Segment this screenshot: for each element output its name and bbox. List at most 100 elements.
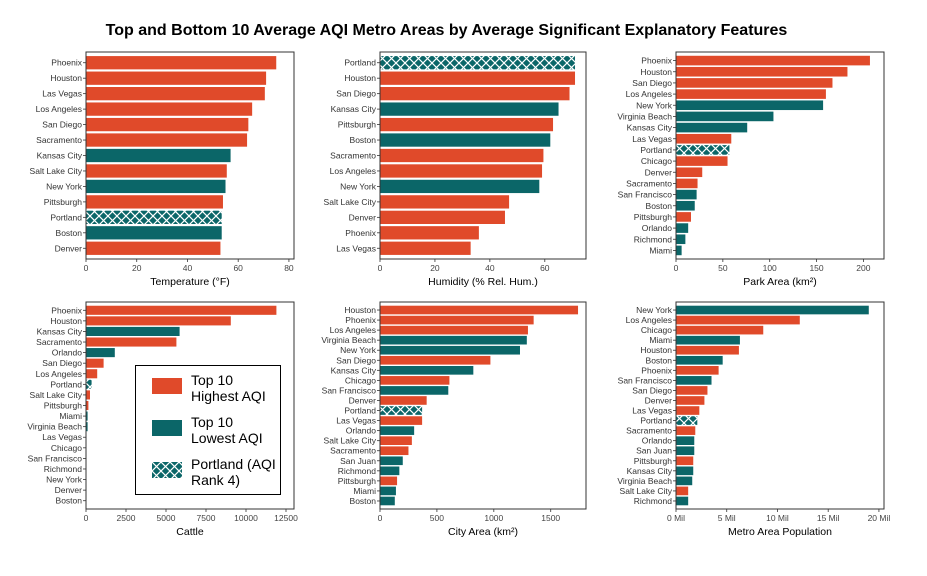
category-label: Las Vegas [632, 406, 672, 416]
x-tick-label: 5 Mil [718, 513, 736, 523]
bar-new-york [86, 179, 226, 194]
bar-salt-lake-city [380, 436, 412, 445]
category-label: San Juan [340, 456, 376, 466]
legend-swatch-highest [152, 378, 182, 394]
bar-orlando [380, 426, 415, 435]
bar-salt-lake-city [86, 390, 90, 400]
bar-chicago [676, 325, 764, 335]
bar-boston [380, 133, 551, 147]
category-label: Miami [649, 335, 672, 345]
category-label: Pittsburgh [44, 401, 83, 411]
bar-new-york [380, 345, 520, 355]
category-label: Phoenix [345, 315, 376, 325]
category-label: Salt Lake City [30, 166, 83, 176]
bar-san-juan [676, 446, 695, 456]
x-tick-label: 2500 [117, 513, 136, 523]
category-label: Portland [344, 58, 376, 68]
bar-sacramento [380, 446, 409, 456]
bar-phoenix [380, 226, 479, 240]
bar-orlando [86, 348, 115, 358]
bar-denver [676, 167, 703, 178]
bar-pittsburgh [676, 456, 694, 466]
x-axis-label: Metro Area Population [728, 526, 832, 538]
x-tick-label: 10 Mil [766, 513, 789, 523]
category-label: Phoenix [641, 365, 672, 375]
category-label: Houston [640, 345, 672, 355]
category-label: Denver [349, 395, 377, 405]
category-label: San Diego [632, 78, 672, 88]
bar-los-angeles [86, 102, 253, 116]
panel-frame [85, 51, 295, 260]
bar-miami [86, 411, 88, 421]
category-label: New York [636, 305, 673, 315]
x-tick-label: 40 [183, 263, 193, 273]
bar-new-york [380, 179, 540, 194]
chart-title: Top and Bottom 10 Average AQI Metro Area… [105, 22, 788, 39]
category-label: Las Vegas [42, 432, 82, 442]
bar-portland [86, 210, 222, 224]
x-tick-label: 0 [674, 263, 679, 273]
bar-richmond [676, 496, 689, 506]
x-tick-label: 5000 [157, 513, 176, 523]
category-label: New York [340, 181, 377, 191]
category-label: Boston [350, 135, 377, 145]
category-label: Portland [640, 416, 672, 426]
category-label: Las Vegas [42, 89, 82, 99]
category-label: Las Vegas [632, 134, 672, 144]
x-tick-label: 15 Mil [817, 513, 840, 523]
x-tick-label: 150 [809, 263, 823, 273]
bar-san-francisco [380, 386, 449, 395]
bar-denver [380, 396, 427, 405]
category-label: San Francisco [28, 453, 83, 463]
category-label: Chicago [641, 325, 672, 335]
category-label: Phoenix [345, 228, 376, 238]
bar-portland [380, 56, 576, 70]
x-tick-label: 100 [763, 263, 777, 273]
category-label: Denver [55, 485, 83, 495]
category-label: Portland [50, 212, 82, 222]
bar-phoenix [676, 366, 719, 375]
category-label: Richmond [338, 466, 377, 476]
category-label: Phoenix [51, 305, 82, 315]
category-label: Kansas City [331, 365, 377, 375]
bar-denver [380, 210, 505, 224]
category-label: Houston [50, 316, 82, 326]
panel-frame [675, 301, 885, 510]
bar-phoenix [86, 305, 277, 315]
panel-1: Portland Houston San Diego Kansas City Pitts… [324, 51, 587, 288]
category-label: Sacramento [626, 178, 672, 188]
category-label: Pittsburgh [634, 212, 673, 222]
x-tick-label: 1500 [541, 513, 560, 523]
category-label: Virginia Beach [321, 335, 376, 345]
category-label: New York [46, 181, 83, 191]
bar-sacramento [86, 133, 248, 147]
bar-orlando [676, 436, 695, 445]
bar-los-angeles [676, 315, 800, 325]
bar-new-york [676, 305, 869, 315]
x-tick-label: 60 [233, 263, 243, 273]
category-label: Orlando [52, 348, 83, 358]
category-label: Sacramento [36, 135, 82, 145]
category-label: Las Vegas [336, 416, 376, 426]
bar-pittsburgh [676, 212, 691, 222]
bar-kansas-city [380, 102, 559, 116]
category-label: Miami [353, 486, 376, 496]
bar-houston [86, 316, 231, 326]
bar-pittsburgh [380, 117, 554, 132]
bar-phoenix [380, 315, 534, 325]
category-label: Chicago [641, 156, 672, 166]
category-label: Salt Lake City [324, 197, 377, 207]
bar-sacramento [380, 148, 544, 163]
bar-houston [676, 345, 739, 355]
category-label: Salt Lake City [324, 436, 377, 446]
panel-frame [379, 51, 587, 260]
legend-label-highest: Top 10 Highest AQI [191, 372, 266, 404]
category-label: New York [340, 345, 377, 355]
x-tick-label: 20 [430, 263, 440, 273]
category-label: Orlando [642, 436, 673, 446]
x-tick-label: 500 [430, 513, 444, 523]
